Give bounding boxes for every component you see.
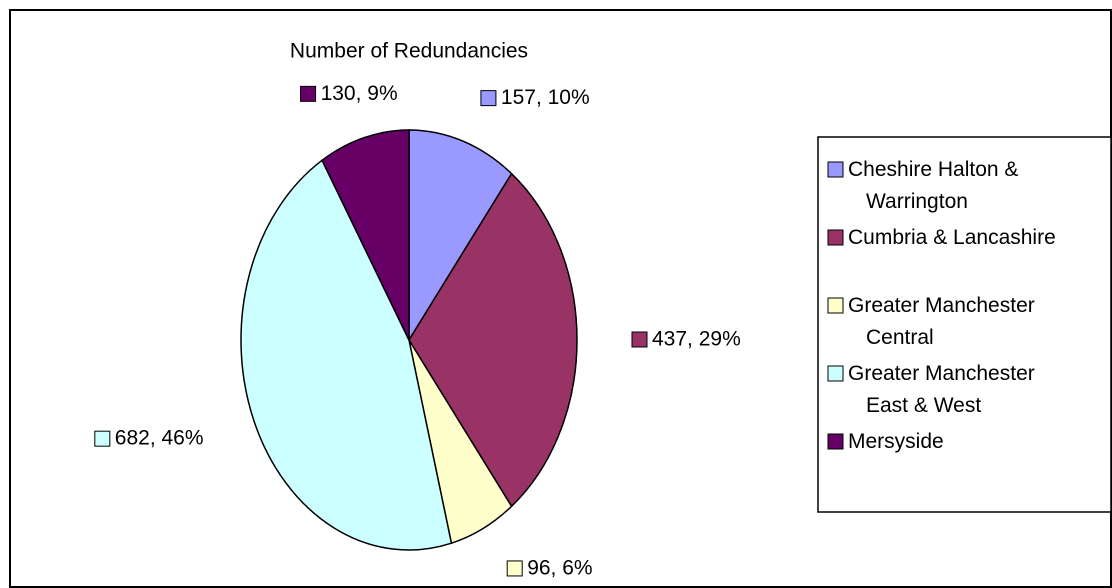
legend-swatch — [827, 161, 844, 178]
legend-swatch — [827, 433, 844, 450]
pie-slice — [408, 172, 578, 508]
legend-label: Greater Manchester Central — [848, 294, 1035, 349]
pie-slice — [321, 129, 410, 341]
legend-label: Cumbria & Lancashire — [848, 226, 1056, 249]
data-label: 130, 9% — [321, 82, 398, 105]
data-label: 157, 10% — [501, 86, 590, 109]
legend-swatch — [827, 229, 844, 246]
legend-label: Mersyside — [848, 430, 944, 453]
data-label: 96, 6% — [527, 556, 592, 579]
legend-label: Cheshire Halton & Warrington — [848, 158, 1018, 213]
data-label-swatch — [300, 85, 317, 102]
data-label: 682, 46% — [115, 427, 204, 450]
data-label: 437, 29% — [652, 328, 741, 351]
pie-slice — [408, 129, 513, 343]
data-label-swatch — [94, 430, 111, 447]
legend-swatch — [827, 297, 844, 314]
legend-swatch — [827, 365, 844, 382]
data-label-swatch — [480, 90, 497, 107]
chart-title: Number of Redundancies — [290, 40, 528, 63]
legend-label: Greater Manchester East & West — [848, 362, 1035, 417]
data-label-swatch — [631, 331, 648, 348]
pie-slice — [240, 159, 453, 551]
legend-box — [817, 136, 1112, 513]
data-label-swatch — [506, 560, 523, 577]
